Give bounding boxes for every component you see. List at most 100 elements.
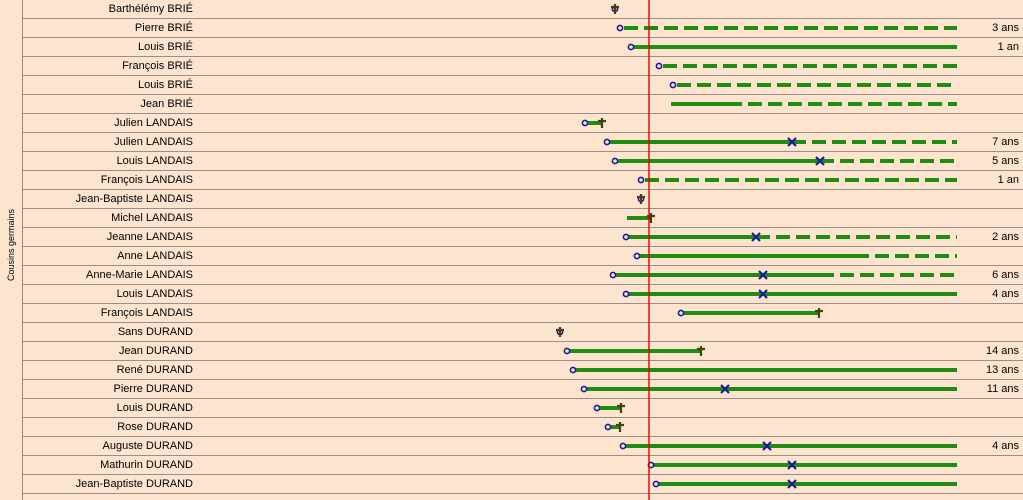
birth-marker <box>580 385 588 393</box>
birth-marker <box>563 347 571 355</box>
duration-label: 13 ans <box>985 364 1019 376</box>
death-marker-cross-icon <box>611 4 619 14</box>
birth-marker <box>593 404 601 412</box>
death-marker-cross-icon <box>815 308 823 318</box>
person-row[interactable]: Barthélémy BRIÉ <box>23 0 1023 19</box>
birth-marker <box>616 24 624 32</box>
duration-label: 2 ans <box>992 231 1019 243</box>
person-name: Jean-Baptiste DURAND <box>75 478 193 490</box>
duration-label: 4 ans <box>992 288 1019 300</box>
duration-label: 4 ans <box>992 440 1019 452</box>
person-name: Louis DURAND <box>116 402 193 414</box>
death-marker-cross-icon <box>697 346 705 356</box>
death-marker-cross-icon <box>617 403 625 413</box>
birth-marker <box>633 252 641 260</box>
marriage-marker-x-icon <box>787 479 797 489</box>
death-marker-cross-icon <box>556 327 564 337</box>
birth-marker <box>622 233 630 241</box>
person-name: Louis LANDAIS <box>116 288 193 300</box>
person-name: Jean DURAND <box>119 345 193 357</box>
birth-marker <box>611 157 619 165</box>
marriage-marker-x-icon <box>762 441 772 451</box>
person-name: Jeanne LANDAIS <box>106 231 193 243</box>
duration-label: 14 ans <box>985 345 1019 357</box>
person-name: Julien LANDAIS <box>114 136 193 148</box>
person-name: Pierre BRIÉ <box>134 22 193 34</box>
person-row[interactable]: Anne-Marie LANDAIS 6 ans <box>23 266 1023 285</box>
person-name: Jean BRIÉ <box>140 98 193 110</box>
person-name: Barthélémy BRIÉ <box>108 3 193 15</box>
birth-marker <box>569 366 577 374</box>
group-column: Cousins germains <box>0 0 23 500</box>
birth-marker <box>652 480 660 488</box>
person-row[interactable]: Louis LANDAIS 4 ans <box>23 285 1023 304</box>
person-name: Sans DURAND <box>117 326 193 338</box>
birth-marker <box>637 176 645 184</box>
marriage-marker-x-icon <box>720 384 730 394</box>
person-name: Mathurin DURAND <box>100 459 193 471</box>
birth-marker <box>609 271 617 279</box>
person-name: Michel LANDAIS <box>111 212 193 224</box>
person-row[interactable]: Rose DURAND <box>23 418 1023 437</box>
person-row[interactable]: Sans DURAND <box>23 323 1023 342</box>
person-row[interactable]: Pierre DURAND 11 ans <box>23 380 1023 399</box>
duration-label: 6 ans <box>992 269 1019 281</box>
person-row[interactable]: François LANDAIS <box>23 304 1023 323</box>
death-marker-cross-icon <box>637 194 645 204</box>
person-name: Auguste DURAND <box>102 440 193 452</box>
person-name: Louis BRIÉ <box>137 79 193 91</box>
birth-marker <box>619 442 627 450</box>
birth-marker <box>627 43 635 51</box>
birth-marker <box>604 423 612 431</box>
person-row[interactable]: Jean BRIÉ <box>23 95 1023 114</box>
person-name: Pierre DURAND <box>113 383 193 395</box>
person-row[interactable]: Jean-Baptiste DURAND <box>23 475 1023 494</box>
birth-marker <box>669 81 677 89</box>
person-name: Louis LANDAIS <box>116 155 193 167</box>
person-name: Jean-Baptiste LANDAIS <box>75 193 193 205</box>
birth-marker <box>655 62 663 70</box>
marriage-marker-x-icon <box>787 137 797 147</box>
marriage-marker-x-icon <box>815 156 825 166</box>
birth-marker <box>603 138 611 146</box>
person-name: François BRIÉ <box>122 60 193 72</box>
marriage-marker-x-icon <box>758 270 768 280</box>
birth-marker <box>581 119 589 127</box>
person-row[interactable]: Louis BRIÉ 1 an <box>23 38 1023 57</box>
duration-label: 1 an <box>997 174 1019 186</box>
marriage-marker-x-icon <box>758 289 768 299</box>
duration-label: 3 ans <box>992 22 1019 34</box>
person-row[interactable]: Mathurin DURAND <box>23 456 1023 475</box>
person-name: François LANDAIS <box>100 307 193 319</box>
person-name: Rose DURAND <box>117 421 193 433</box>
person-row[interactable]: Louis DURAND <box>23 399 1023 418</box>
death-marker-cross-icon <box>598 118 606 128</box>
person-name: René DURAND <box>116 364 193 376</box>
birth-marker <box>677 309 685 317</box>
birth-marker <box>622 290 630 298</box>
person-row[interactable]: Louis BRIÉ <box>23 76 1023 95</box>
person-row[interactable]: Jean DURAND 14 ans <box>23 342 1023 361</box>
person-name: Louis BRIÉ <box>137 41 193 53</box>
person-row[interactable]: Jean-Baptiste LANDAIS <box>23 190 1023 209</box>
person-row[interactable]: Auguste DURAND 4 ans <box>23 437 1023 456</box>
duration-label: 7 ans <box>992 136 1019 148</box>
person-name: François LANDAIS <box>100 174 193 186</box>
person-row[interactable]: Michel LANDAIS <box>23 209 1023 228</box>
person-row[interactable]: René DURAND 13 ans <box>23 361 1023 380</box>
duration-label: 11 ans <box>986 383 1019 395</box>
person-row[interactable]: Anne LANDAIS <box>23 247 1023 266</box>
person-row[interactable]: François BRIÉ <box>23 57 1023 76</box>
person-row[interactable]: François LANDAIS 1 an <box>23 171 1023 190</box>
person-row[interactable]: Pierre BRIÉ 3 ans <box>23 19 1023 38</box>
person-row[interactable]: Julien LANDAIS 7 ans <box>23 133 1023 152</box>
person-row[interactable]: Julien LANDAIS <box>23 114 1023 133</box>
person-row[interactable]: Louis LANDAIS 5 ans <box>23 152 1023 171</box>
death-marker-cross-icon <box>616 422 624 432</box>
duration-label: 1 an <box>997 41 1019 53</box>
person-name: Anne-Marie LANDAIS <box>86 269 193 281</box>
person-row[interactable]: Jeanne LANDAIS 2 ans <box>23 228 1023 247</box>
person-name: Anne LANDAIS <box>117 250 193 262</box>
